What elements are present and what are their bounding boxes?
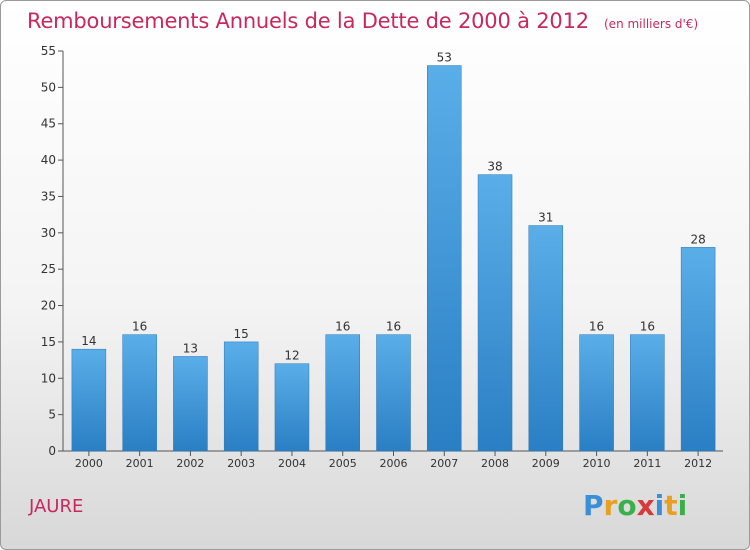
logo-letter: P xyxy=(583,489,604,522)
logo-letter: r xyxy=(603,489,618,522)
x-tick-label: 2010 xyxy=(583,457,611,470)
y-tick-label: 0 xyxy=(48,444,56,458)
bar xyxy=(579,334,614,452)
x-tick-label: 2003 xyxy=(227,457,255,470)
bar-value-label: 12 xyxy=(284,349,299,363)
bar xyxy=(680,247,716,452)
logo-letter: i xyxy=(677,489,688,522)
bar xyxy=(630,334,665,452)
bar-value-label: 31 xyxy=(538,211,553,225)
bar-value-label: 16 xyxy=(589,320,604,334)
bar xyxy=(427,65,462,452)
bar xyxy=(122,334,157,452)
bar-value-label: 16 xyxy=(335,320,350,334)
proxiti-logo: Proxiti xyxy=(583,489,687,522)
commune-name: JAURE xyxy=(29,496,84,517)
bar-value-label: 38 xyxy=(487,160,502,174)
x-tick-label: 2005 xyxy=(329,457,357,470)
y-tick-label: 25 xyxy=(41,262,56,276)
bar-layer xyxy=(71,65,716,452)
y-tick-label: 15 xyxy=(41,335,56,349)
x-tick-label: 2008 xyxy=(481,457,509,470)
y-tick-label: 35 xyxy=(41,189,56,203)
x-tick-label: 2007 xyxy=(430,457,458,470)
y-tick-label: 45 xyxy=(41,117,56,131)
bar xyxy=(71,348,107,452)
bar xyxy=(528,225,564,452)
logo-letter: x xyxy=(636,489,655,522)
bar xyxy=(173,356,208,452)
bar-value-label: 53 xyxy=(437,51,452,65)
y-tick-label: 5 xyxy=(48,408,56,422)
bar-value-label: 14 xyxy=(81,334,96,348)
x-tick-label: 2011 xyxy=(633,457,661,470)
logo-letter: o xyxy=(617,489,637,522)
axis-layer: 0 5 10 15 20 25 30 35 40 45 50 55 xyxy=(41,44,723,458)
bar-value-label: 13 xyxy=(183,341,198,355)
logo-letter: i xyxy=(654,489,665,522)
label-layer: 14 2000 16 2001 13 2002 15 2003 12 2004 16 2005 16 20… xyxy=(75,51,712,470)
bar-value-label: 16 xyxy=(386,320,401,334)
bar xyxy=(274,363,310,452)
bar-value-label: 16 xyxy=(640,320,655,334)
bar-value-label: 28 xyxy=(690,232,705,246)
y-tick-label: 30 xyxy=(41,226,56,240)
x-tick-label: 2012 xyxy=(684,457,712,470)
bar-value-label: 16 xyxy=(132,320,147,334)
bar-value-label: 15 xyxy=(234,327,249,341)
y-tick-label: 20 xyxy=(41,299,56,313)
bar xyxy=(376,334,411,452)
x-tick-label: 2002 xyxy=(176,457,204,470)
bar xyxy=(477,174,513,452)
chart-title: Remboursements Annuels de la Dette de 20… xyxy=(27,9,589,33)
bar xyxy=(223,341,259,452)
y-tick-label: 55 xyxy=(41,44,56,58)
logo-letter: t xyxy=(664,489,678,522)
chart-subtitle: (en milliers d'€) xyxy=(604,17,699,31)
bar xyxy=(325,334,360,452)
x-tick-label: 2001 xyxy=(126,457,154,470)
x-tick-label: 2000 xyxy=(75,457,103,470)
y-tick-label: 40 xyxy=(41,153,56,167)
x-tick-label: 2004 xyxy=(278,457,306,470)
x-tick-label: 2006 xyxy=(380,457,408,470)
y-tick-label: 10 xyxy=(41,371,56,385)
x-tick-label: 2009 xyxy=(532,457,560,470)
chart-header: Remboursements Annuels de la Dette de 20… xyxy=(27,9,698,33)
y-tick-label: 50 xyxy=(41,80,56,94)
